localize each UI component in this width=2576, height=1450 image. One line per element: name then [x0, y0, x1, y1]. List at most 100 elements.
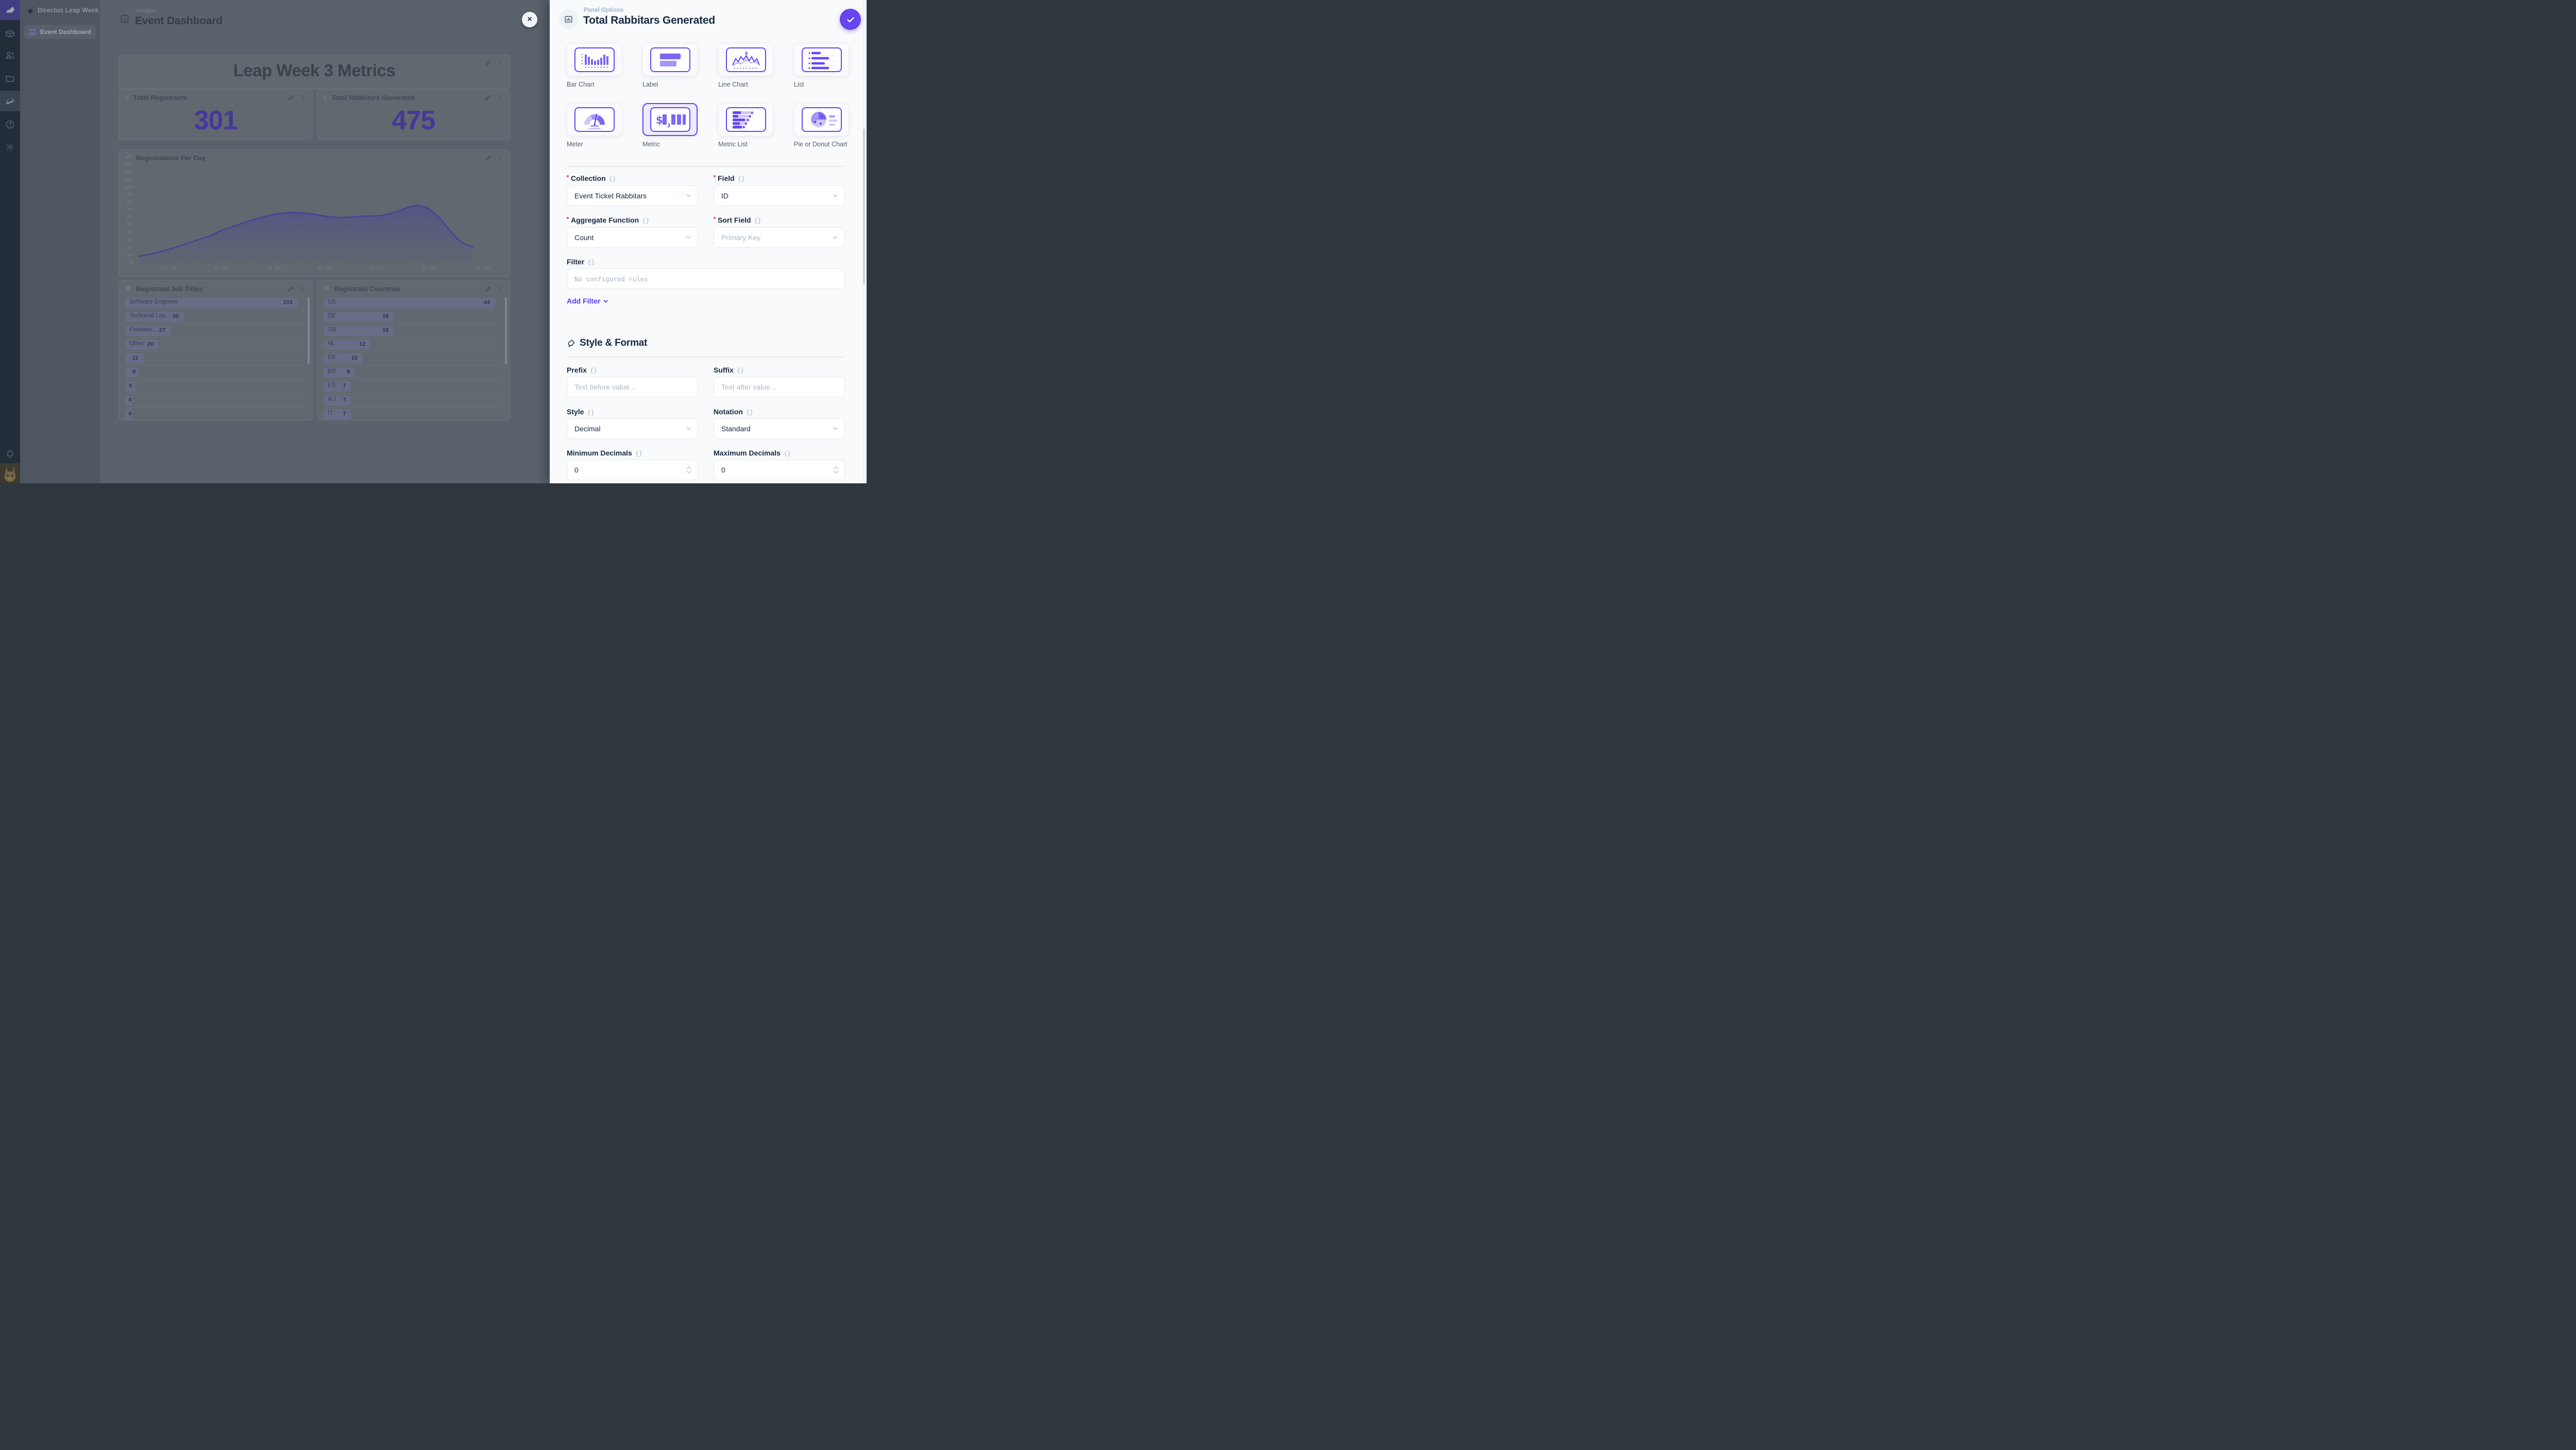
raw-value-icon[interactable]: {}: [783, 450, 791, 457]
panel-scrollbar[interactable]: [308, 297, 310, 364]
raw-value-icon[interactable]: {}: [745, 409, 754, 416]
save-panel-button[interactable]: [840, 9, 861, 30]
stepper-down-icon[interactable]: [833, 470, 838, 474]
bar-label: IT: [328, 410, 333, 416]
bar-row: IT 7: [324, 408, 501, 420]
close-icon: ×: [527, 15, 532, 24]
raw-value-icon[interactable]: {}: [642, 217, 650, 224]
raw-value-icon[interactable]: {}: [587, 259, 595, 266]
metric-panel-icon: [565, 16, 572, 23]
job-titles-panel[interactable]: Registrant Job Titles Software Engineer 1…: [118, 280, 313, 420]
user-avatar[interactable]: [0, 463, 20, 483]
kebab-menu-icon[interactable]: [299, 285, 306, 292]
files-module[interactable]: [0, 71, 20, 86]
edit-pencil-icon[interactable]: [287, 94, 294, 101]
drawer-scrollbar-thumb[interactable]: [863, 129, 865, 283]
x-tick-label: 04 Jun: [317, 265, 333, 271]
users-module[interactable]: [0, 47, 20, 63]
tile-label: List: [794, 81, 804, 88]
bar-count: 8: [347, 369, 350, 375]
raw-value-icon[interactable]: {}: [608, 175, 617, 182]
drawer-header-icon-circle: [559, 10, 578, 29]
chart-x-axis: Jun '24 02 Jun 03 Jun 04 Jun 05 Jun 06 Jun 07 …: [132, 265, 508, 273]
edit-pencil-icon[interactable]: [485, 155, 492, 161]
directus-logo[interactable]: [0, 0, 20, 20]
panel-type-pie-donut[interactable]: [794, 103, 849, 136]
edit-pencil-icon[interactable]: [485, 285, 492, 292]
min-decimals-input[interactable]: 0: [567, 460, 698, 480]
bar-label: AU: [328, 396, 336, 402]
kebab-menu-icon[interactable]: [299, 94, 306, 101]
help-module[interactable]: [0, 116, 20, 132]
stepper-up-icon[interactable]: [686, 466, 691, 469]
stepper-up-icon[interactable]: [833, 466, 838, 469]
panel-type-bar-chart[interactable]: [567, 43, 622, 76]
y-tick-label: 80: [127, 199, 132, 206]
style-label: Style{}: [567, 408, 595, 416]
title-panel[interactable]: [118, 55, 510, 89]
edit-pencil-icon[interactable]: [485, 94, 492, 101]
x-tick-label: Jun '24: [160, 265, 177, 271]
raw-value-icon[interactable]: {}: [589, 367, 598, 374]
sidebar-item-event-dashboard[interactable]: Event Dashboard: [24, 25, 96, 39]
collection-select[interactable]: Event Ticket Rabbitars: [567, 186, 698, 206]
countries-panel[interactable]: Registrant Countries US 44 DE 18 GB 18 NL 12 FR 1…: [317, 280, 510, 420]
metric-list-tile-icon: [732, 111, 753, 129]
panel-type-metric[interactable]: $: [642, 103, 698, 136]
bar-label: Freelanc…: [129, 327, 159, 333]
panel-scrollbar[interactable]: [505, 297, 507, 364]
metric-panel-rabbitars[interactable]: Σ Total Rabbitars Generated 475: [317, 89, 510, 140]
edit-pencil-icon[interactable]: [287, 285, 294, 292]
filter-rules-box[interactable]: No configured rules: [567, 268, 845, 289]
project-header[interactable]: ◆ Directus Leap Week: [20, 0, 100, 21]
bar-row: … 11: [125, 352, 304, 366]
kebab-menu-icon[interactable]: [497, 155, 503, 161]
list-panel-title: Registrant Job Titles: [136, 285, 202, 293]
panel-type-list[interactable]: [794, 43, 849, 76]
aggregate-select[interactable]: Count: [567, 227, 698, 248]
x-tick-label: 05 Jun: [370, 265, 385, 271]
raw-value-icon[interactable]: {}: [736, 367, 744, 374]
bar-count: 4: [128, 411, 132, 417]
kebab-menu-icon[interactable]: [497, 285, 503, 292]
breadcrumb[interactable]: Insights: [135, 8, 157, 14]
panel-type-metric-list[interactable]: [718, 103, 773, 136]
number-stepper[interactable]: [833, 466, 838, 474]
prefix-input[interactable]: Text before value...: [567, 377, 698, 397]
raw-value-icon[interactable]: {}: [587, 409, 595, 416]
add-filter-button[interactable]: Add Filter: [567, 297, 608, 305]
edit-pencil-icon[interactable]: [485, 60, 492, 66]
notation-select[interactable]: Standard: [714, 418, 845, 439]
stepper-down-icon[interactable]: [686, 470, 691, 474]
bar-label: Technical Lea…: [129, 313, 172, 319]
settings-module[interactable]: [0, 139, 20, 155]
panel-type-meter[interactable]: [567, 103, 622, 136]
line-chart-panel[interactable]: Registrations Per Day 130 120 110 100 90 80 70…: [118, 149, 510, 277]
bar-count: 18: [382, 313, 389, 319]
number-stepper[interactable]: [686, 466, 691, 474]
metric-panel-registrants[interactable]: Σ Total Registrants 301: [118, 89, 313, 140]
insights-module[interactable]: [0, 93, 20, 109]
bar: [324, 298, 495, 308]
x-tick-label: 07 Jun: [475, 265, 490, 271]
sort-field-select[interactable]: Primary Key: [714, 227, 845, 248]
panel-type-label[interactable]: [642, 43, 698, 76]
notifications-bell[interactable]: [0, 446, 20, 462]
raw-value-icon[interactable]: {}: [754, 217, 762, 224]
bar: [125, 409, 132, 419]
kebab-menu-icon[interactable]: [497, 94, 503, 101]
y-tick-label: 60: [127, 214, 132, 221]
bar-label: BR: [328, 368, 336, 375]
panel-type-line-chart[interactable]: [718, 43, 773, 76]
raw-value-icon[interactable]: {}: [737, 175, 745, 182]
section-divider: [567, 166, 845, 167]
suffix-input[interactable]: Text after value...: [714, 377, 845, 397]
content-module[interactable]: [0, 26, 20, 41]
nav-sidebar: [20, 0, 100, 483]
style-select[interactable]: Decimal: [567, 418, 698, 439]
raw-value-icon[interactable]: {}: [635, 450, 643, 457]
max-decimals-input[interactable]: 0: [714, 460, 845, 480]
field-select[interactable]: ID: [714, 186, 845, 206]
kebab-menu-icon[interactable]: [497, 60, 503, 66]
close-drawer-button[interactable]: ×: [522, 12, 537, 27]
